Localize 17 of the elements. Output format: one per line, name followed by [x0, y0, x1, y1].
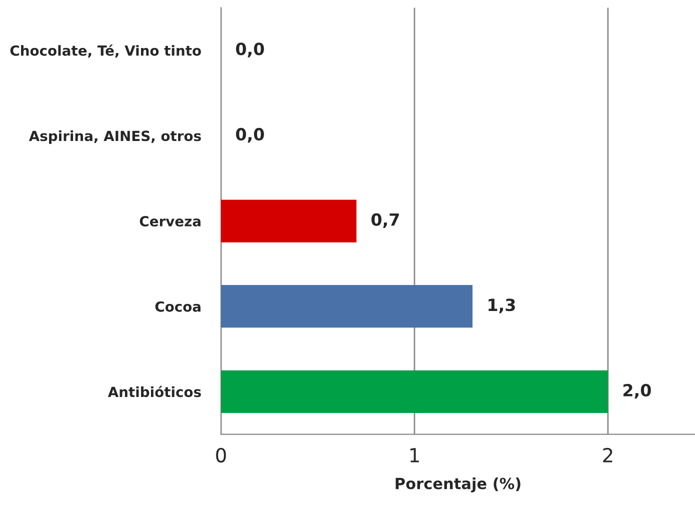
x-axis-title: Porcentaje (%) [396, 477, 520, 492]
y-tick-label: Cocoa [155, 301, 200, 312]
bar [221, 285, 473, 328]
data-label: 0,7 [371, 213, 399, 228]
x-tick-label: 0 [216, 448, 226, 463]
y-tick-label: Antibióticos [108, 386, 201, 398]
x-tick-label: 2 [603, 448, 612, 462]
y-tick-label: Aspirina, AINES, otros [28, 130, 201, 144]
bar [221, 200, 356, 242]
data-label: 0,0 [236, 42, 264, 58]
bar [221, 370, 608, 413]
data-label: 2,0 [623, 384, 651, 399]
y-tick-label: Cerveza [140, 216, 200, 226]
y-tick-label: Chocolate, Té, Vino tinto [10, 44, 201, 58]
data-label: 0,0 [236, 128, 264, 143]
data-label: 1,3 [488, 298, 515, 314]
x-tick-label: 1 [410, 448, 419, 462]
